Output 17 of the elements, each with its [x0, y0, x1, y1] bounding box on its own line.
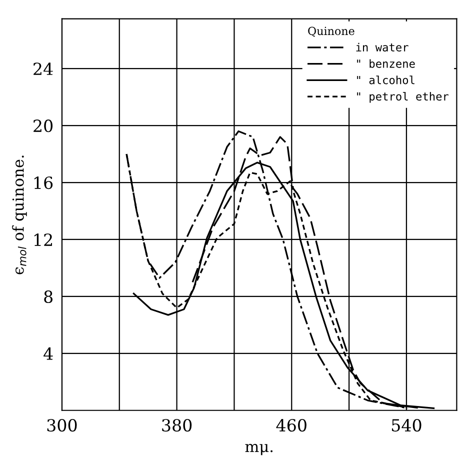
y-tick-label: 24: [34, 62, 53, 75]
x-tick-label: 460: [276, 419, 306, 432]
y-tick-label: 4: [44, 347, 53, 360]
legend-label: in water: [356, 42, 408, 52]
x-axis-title: mμ.: [245, 444, 273, 456]
y-tick-label: 12: [34, 233, 52, 246]
x-tick-label: 380: [162, 419, 192, 432]
y-axis-title: ϵ$_{mol}$ of quinone.: [12, 156, 27, 274]
y-tick-label: 8: [44, 290, 53, 304]
y-tick-label: 20: [34, 120, 53, 132]
x-tick-label: 540: [392, 419, 422, 432]
y-tick-label: 16: [34, 176, 53, 190]
legend-label: " benzene: [357, 59, 415, 68]
legend-title: Quinone: [308, 26, 354, 37]
legend-label: " petrol ether: [357, 92, 449, 103]
legend-label: " alcohol: [357, 76, 414, 84]
x-tick-label: 300: [47, 419, 77, 432]
